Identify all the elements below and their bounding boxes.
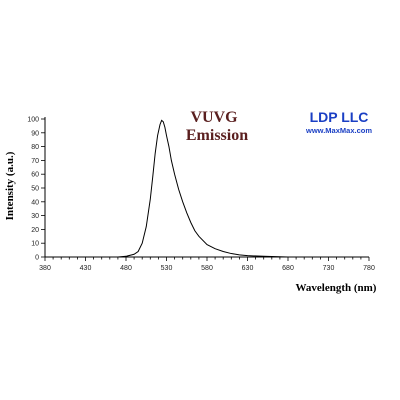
x-tick-label: 380 xyxy=(39,265,51,272)
x-tick-label: 630 xyxy=(242,265,254,272)
chart-tick-labels: 380 430 480 530 580 630 680 730 780 0 10 20 30 40 50 60… xyxy=(27,117,375,273)
y-tick-label: 50 xyxy=(31,186,39,193)
x-tick-label: 780 xyxy=(363,265,375,272)
plot-title-line-1: VUVG xyxy=(190,109,238,126)
x-tick-label: 480 xyxy=(120,265,132,272)
y-tick-label: 10 xyxy=(31,241,39,248)
x-tick-label: 580 xyxy=(201,265,213,272)
series-line xyxy=(45,119,289,258)
y-tick-label: 90 xyxy=(31,130,39,137)
brand-url-text: www.MaxMax.com xyxy=(305,126,372,135)
brand-logo-text: LDP LLC xyxy=(310,109,369,125)
plot-title-line-2: Emission xyxy=(186,127,248,144)
y-tick-label: 0 xyxy=(35,255,39,262)
y-tick-label: 30 xyxy=(31,213,39,220)
y-tick-label: 40 xyxy=(31,199,39,206)
x-axis-title: Wavelength (nm) xyxy=(296,282,377,294)
y-tick-label: 70 xyxy=(31,158,39,165)
y-tick-label: 80 xyxy=(31,144,39,151)
x-tick-label: 430 xyxy=(80,265,92,272)
x-tick-label: 730 xyxy=(323,265,335,272)
x-tick-label: 530 xyxy=(161,265,173,272)
y-tick-label: 100 xyxy=(27,117,39,124)
y-tick-label: 60 xyxy=(31,172,39,179)
x-tick-label: 680 xyxy=(282,265,294,272)
y-axis-title: Intensity (a.u.) xyxy=(4,151,16,220)
y-tick-label: 20 xyxy=(31,227,39,234)
